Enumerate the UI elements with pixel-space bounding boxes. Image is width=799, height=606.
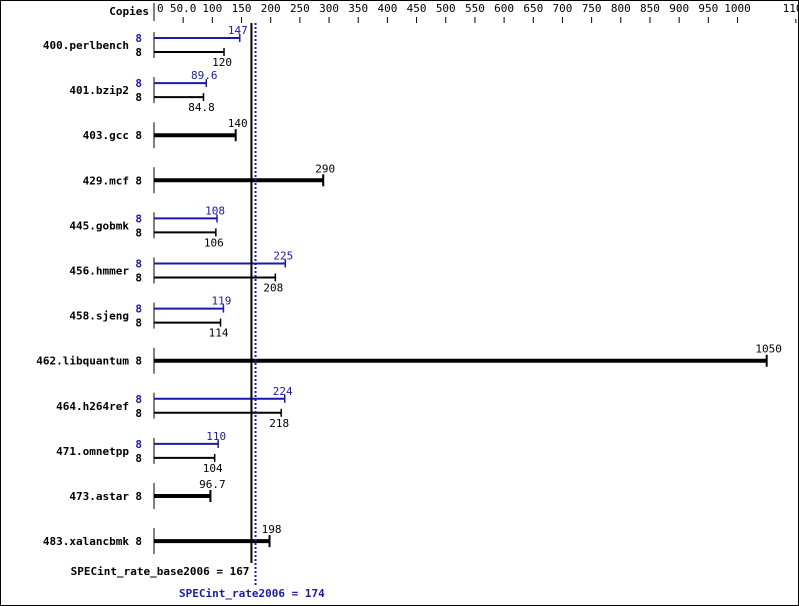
axis-title: Copies <box>109 5 149 18</box>
peak-value-label: 225 <box>273 250 293 263</box>
copies-base: 8 <box>135 317 142 330</box>
tick-label: 150 <box>232 2 252 15</box>
copies-peak: 8 <box>135 212 142 225</box>
tick-label: 600 <box>494 2 514 15</box>
tick-label: 400 <box>377 2 397 15</box>
benchmark-name: 483.xalancbmk <box>43 535 129 548</box>
copies-base: 8 <box>135 452 142 465</box>
copies-base: 8 <box>135 355 142 368</box>
base-value-label: 208 <box>263 282 283 295</box>
benchmark-name: 464.h264ref <box>56 400 129 413</box>
benchmark-name: 403.gcc <box>83 129 129 142</box>
peak-value-label: 224 <box>273 385 293 398</box>
copies-peak: 8 <box>135 393 142 406</box>
peak-value-label: 89.6 <box>191 69 218 82</box>
base-reference-label: SPECint_rate_base2006 = 167 <box>71 565 250 578</box>
tick-label: 550 <box>465 2 485 15</box>
tick-label: 200 <box>261 2 281 15</box>
copies-base: 8 <box>135 91 142 104</box>
benchmark-name: 473.astar <box>69 490 129 503</box>
tick-label: 850 <box>640 2 660 15</box>
tick-label: 500 <box>436 2 456 15</box>
tick-label: 100 <box>202 2 222 15</box>
tick-label: 750 <box>582 2 602 15</box>
tick-label: 950 <box>698 2 718 15</box>
base-value-label: 106 <box>204 236 224 249</box>
tick-label: 350 <box>348 2 368 15</box>
copies-base: 8 <box>135 407 142 420</box>
base-value-label: 290 <box>315 162 335 175</box>
base-value-label: 96.7 <box>199 478 226 491</box>
copies-peak: 8 <box>135 77 142 90</box>
benchmark-name: 401.bzip2 <box>69 84 129 97</box>
tick-label: 1100 <box>783 2 798 15</box>
base-value-label: 120 <box>212 56 232 69</box>
benchmark-name: 429.mcf <box>83 174 129 187</box>
tick-label: 650 <box>523 2 543 15</box>
copies-peak: 8 <box>135 303 142 316</box>
tick-label: 700 <box>553 2 573 15</box>
base-value-label: 140 <box>228 117 248 130</box>
copies-base: 8 <box>135 129 142 142</box>
copies-base: 8 <box>135 272 142 285</box>
peak-value-label: 108 <box>205 204 225 217</box>
copies-peak: 8 <box>135 258 142 271</box>
benchmark-name: 400.perlbench <box>43 39 129 52</box>
tick-label: 450 <box>407 2 427 15</box>
copies-base: 8 <box>135 174 142 187</box>
tick-label: 300 <box>319 2 339 15</box>
base-value-label: 218 <box>269 417 289 430</box>
tick-label: 250 <box>290 2 310 15</box>
copies-base: 8 <box>135 46 142 59</box>
copies-base: 8 <box>135 490 142 503</box>
peak-value-label: 147 <box>228 24 248 37</box>
benchmark-name: 458.sjeng <box>69 310 129 323</box>
copies-base: 8 <box>135 226 142 239</box>
copies-peak: 8 <box>135 438 142 451</box>
base-value-label: 198 <box>262 523 282 536</box>
base-value-label: 1050 <box>755 343 782 356</box>
tick-label: 0 <box>157 2 164 15</box>
benchmark-name: 471.omnetpp <box>56 445 129 458</box>
benchmark-name: 445.gobmk <box>69 219 129 232</box>
copies-peak: 8 <box>135 32 142 45</box>
tick-label: 800 <box>611 2 631 15</box>
peak-value-label: 119 <box>211 295 231 308</box>
base-value-label: 104 <box>203 462 223 475</box>
peak-reference-label: SPECint_rate2006 = 174 <box>179 587 325 600</box>
base-value-label: 114 <box>209 327 229 340</box>
benchmark-name: 456.hmmer <box>69 265 129 278</box>
copies-base: 8 <box>135 535 142 548</box>
tick-label: 50.0 <box>170 2 197 15</box>
tick-label: 1000 <box>724 2 751 15</box>
base-value-label: 84.8 <box>188 101 215 114</box>
benchmark-name: 462.libquantum <box>36 355 129 368</box>
tick-label: 900 <box>669 2 689 15</box>
peak-value-label: 110 <box>206 430 226 443</box>
